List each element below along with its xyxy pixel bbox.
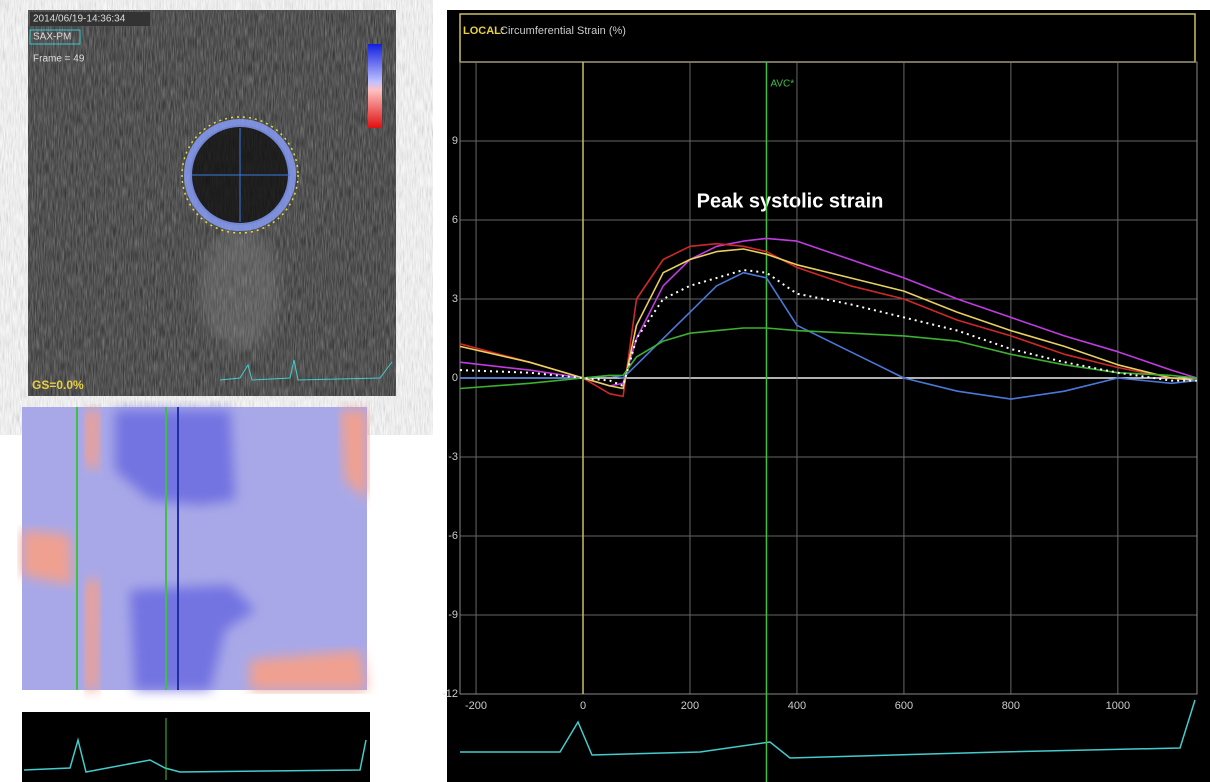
strain-line [459,248,1198,390]
ecg-right [460,699,1196,759]
y-tick-label: -6 [448,530,458,542]
strain-line [459,242,1198,398]
x-tick-label: 600 [895,700,913,712]
frame-label: Frame = 49 [33,54,85,65]
x-tick-label: 800 [1002,700,1020,712]
x-tick-label: 400 [788,700,806,712]
y-tick-label: -9 [448,609,458,621]
chart-background [447,10,1210,782]
title-prefix: LOCAL: [463,25,505,37]
ecg-left [22,712,370,782]
x-tick-label: 200 [681,700,699,712]
x-tick-label: 1000 [1106,700,1130,712]
strain-line [459,237,1198,387]
strain-map [22,407,367,690]
chart-title: Circumferential Strain (%) [500,25,626,37]
marker-label: AVC* [770,79,794,90]
y-tick-label: -3 [448,451,458,463]
view-label: SAX-PM [33,32,71,43]
timestamp: 2014/06/19-14:36:34 [33,14,126,25]
gs-label: GS=0.0% [32,378,84,392]
y-tick-label: 0 [452,372,458,384]
x-tick-label: -200 [465,700,487,712]
y-tick-label: -12 [442,688,458,700]
x-tick-label: 0 [580,700,586,712]
y-tick-label: 9 [452,135,458,147]
ultrasound-panel: 2014/06/19-14:36:34 SAX-PM Frame = 49 GS… [28,10,396,396]
annotation: Peak systolic strain [697,190,884,212]
y-tick-label: 3 [452,293,458,305]
y-tick-label: 6 [452,214,458,226]
strain-line [459,327,1198,390]
